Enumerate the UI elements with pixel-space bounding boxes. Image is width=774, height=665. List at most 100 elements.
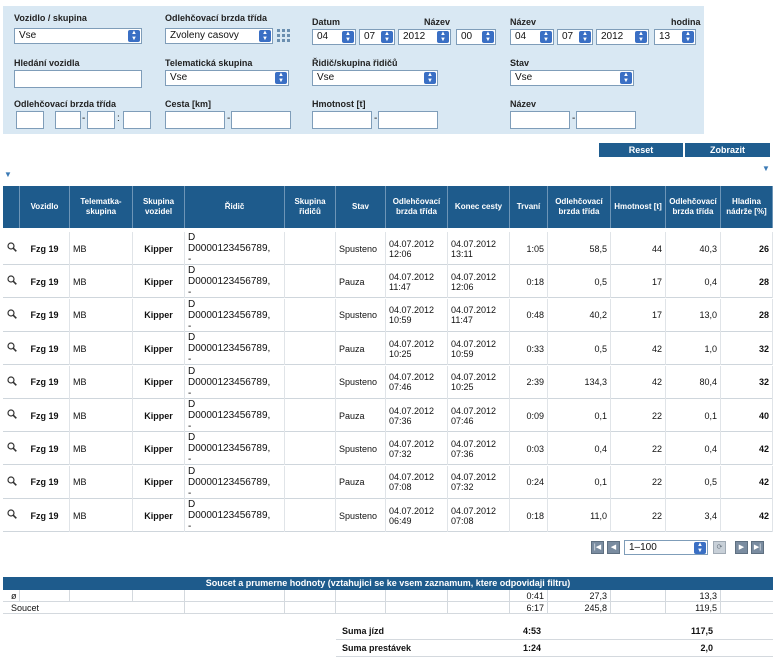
table-row[interactable]: Fzg 19 MB Kipper D D0000123456789, - Spusteno 0…: [3, 365, 773, 399]
header-stav[interactable]: Stav: [336, 186, 386, 228]
refresh-icon[interactable]: ⟳: [713, 541, 726, 554]
header-trvani[interactable]: Trvaní: [510, 186, 548, 228]
hmotnost-label: Hmotnost [t]: [312, 99, 366, 109]
header-hladina[interactable]: Hladina nádrže [%]: [721, 186, 773, 228]
to-day-value: 04: [515, 31, 527, 42]
cell-trvani: 0:33: [510, 332, 548, 366]
cell-start: 04.07.2012 10:25: [386, 332, 448, 366]
header-skupina-ridicu[interactable]: Skupina řidičů: [285, 186, 336, 228]
chevron-down-icon: ▲ ▼: [620, 72, 632, 84]
magnifier-icon[interactable]: [7, 375, 17, 386]
ridic-line: -: [188, 421, 192, 432]
suma-jizd-trvani: 4:53: [522, 626, 541, 636]
end-date: 04.07.2012: [451, 505, 497, 516]
collapse-arrow-icon[interactable]: ▼: [4, 170, 12, 179]
last-page-icon[interactable]: ▶|: [751, 541, 764, 554]
cell-vozidlo: Fzg 19: [20, 499, 70, 533]
from-hour-select[interactable]: 00 ▲ ▼: [456, 29, 496, 45]
avg-trvani: 0:41: [510, 590, 548, 602]
cell-hmotnost: 17: [611, 298, 666, 332]
magnifier-icon[interactable]: [7, 309, 17, 319]
cell-ridic: D D0000123456789, -: [185, 365, 285, 399]
sum-label: Soucet: [11, 603, 40, 613]
to-year-select[interactable]: 2012 ▲ ▼: [596, 29, 649, 45]
header-konec-cesty[interactable]: Konec cesty: [448, 186, 510, 228]
grid-icon[interactable]: [277, 29, 290, 42]
cell-start: 04.07.2012 07:08: [386, 465, 448, 499]
telematicka-select[interactable]: Vse ▲ ▼: [165, 70, 289, 86]
magnifier-icon[interactable]: [7, 275, 17, 286]
next-page-icon[interactable]: ▶: [735, 541, 748, 554]
start-time: 07:36: [389, 415, 412, 426]
header-ridic[interactable]: Řidič: [185, 186, 285, 228]
ridic-line: D: [188, 399, 196, 410]
start-time: 10:59: [389, 315, 412, 326]
reset-button[interactable]: Reset: [599, 143, 683, 157]
brzda-time-field-2[interactable]: [55, 111, 81, 129]
empty-cell: [336, 602, 386, 614]
table-row[interactable]: Fzg 19 MB Kipper D D0000123456789, - Pauza 04.0…: [3, 399, 773, 432]
from-day-select[interactable]: 04 ▲ ▼: [312, 29, 356, 45]
magnifier-icon[interactable]: [7, 242, 17, 252]
hmotnost-from-input[interactable]: [312, 111, 372, 129]
brzda-time-field-1[interactable]: [16, 111, 44, 129]
table-row[interactable]: Fzg 19 MB Kipper D D0000123456789, - Pauza 04.0…: [3, 265, 773, 299]
cell-hladina: 32: [721, 365, 773, 399]
magnifier-icon[interactable]: [7, 476, 17, 486]
ridic-line: D0000123456789,: [188, 243, 271, 254]
table-row[interactable]: Fzg 19 MB Kipper D D0000123456789, - Spusteno 0…: [3, 232, 773, 265]
to-day-select[interactable]: 04 ▲ ▼: [510, 29, 554, 45]
zobrazit-button[interactable]: Zobrazit: [685, 143, 770, 157]
page-range-value: 1–100: [629, 542, 657, 553]
nazev-from-input[interactable]: [510, 111, 570, 129]
table-row[interactable]: Fzg 19 MB Kipper D D0000123456789, - Pauza 04.0…: [3, 465, 773, 499]
table-row[interactable]: Fzg 19 MB Kipper D D0000123456789, - Pauza 04.0…: [3, 332, 773, 366]
brzda-time-field-4[interactable]: [123, 111, 151, 129]
header-hmotnost[interactable]: Hmotnost [t]: [611, 186, 666, 228]
to-month-select[interactable]: 07 ▲ ▼: [557, 29, 593, 45]
page-range-select[interactable]: 1–100 ▲ ▼: [624, 540, 708, 555]
table-row[interactable]: Fzg 19 MB Kipper D D0000123456789, - Spusteno 0…: [3, 499, 773, 533]
header-brzda2[interactable]: Odlehčovací brzda třída: [666, 186, 721, 228]
magnifier-icon[interactable]: [7, 442, 17, 453]
cell-end: 04.07.2012 07:46: [448, 399, 510, 432]
hledani-label: Hledání vozidla: [14, 58, 80, 68]
prev-page-icon[interactable]: ◀: [607, 541, 620, 554]
hledani-input[interactable]: [14, 70, 142, 88]
header-vozidlo[interactable]: Vozidlo: [20, 186, 70, 228]
cell-telematika: MB: [70, 365, 133, 399]
cesta-to-input[interactable]: [231, 111, 291, 129]
table-row[interactable]: Fzg 19 MB Kipper D D0000123456789, - Spusteno 0…: [3, 298, 773, 332]
first-page-icon[interactable]: |◀: [591, 541, 604, 554]
brzda-select[interactable]: Zvoleny casovy ▲ ▼: [165, 28, 273, 44]
cesta-from-input[interactable]: [165, 111, 225, 129]
time-separator: -: [82, 113, 86, 124]
hmotnost-to-input[interactable]: [378, 111, 438, 129]
suma-jizd-brzda2: 117,5: [690, 626, 713, 636]
cell-start: 04.07.2012 11:47: [386, 265, 448, 299]
magnifier-icon[interactable]: [7, 509, 17, 520]
table-header: Vozidlo Telematka-skupina Skupina vozide…: [3, 186, 773, 228]
ridic-select[interactable]: Vse ▲ ▼: [312, 70, 438, 86]
cell-brzda2: 13,0: [666, 298, 721, 332]
nazev-to-input[interactable]: [576, 111, 636, 129]
collapse-arrow-icon[interactable]: ▼: [762, 164, 770, 173]
chevron-down-icon: ▲ ▼: [259, 30, 271, 42]
magnifier-icon[interactable]: [7, 342, 17, 353]
from-month-select[interactable]: 07 ▲ ▼: [359, 29, 395, 45]
header-skupina-vozidel[interactable]: Skupina vozidel: [133, 186, 185, 228]
magnifier-icon[interactable]: [7, 409, 17, 419]
ridic-line: -: [188, 454, 192, 466]
vozidlo-select[interactable]: Vse ▲ ▼: [14, 28, 142, 44]
brzda-time-field-3[interactable]: [87, 111, 115, 129]
stav-select[interactable]: Vse ▲ ▼: [510, 70, 634, 86]
cell-ridic: D D0000123456789, -: [185, 332, 285, 366]
table-row[interactable]: Fzg 19 MB Kipper D D0000123456789, - Spusteno 0…: [3, 432, 773, 466]
to-hour-select[interactable]: 13 ▲ ▼: [654, 29, 696, 45]
header-brzda-start[interactable]: Odlehčovací brzda třída: [386, 186, 448, 228]
header-brzda-value[interactable]: Odlehčovací brzda třída: [548, 186, 611, 228]
nazev-label-3: Název: [510, 99, 537, 109]
header-telematika[interactable]: Telematka-skupina: [70, 186, 133, 228]
cell-ridic: D D0000123456789, -: [185, 465, 285, 499]
from-year-select[interactable]: 2012 ▲ ▼: [398, 29, 451, 45]
